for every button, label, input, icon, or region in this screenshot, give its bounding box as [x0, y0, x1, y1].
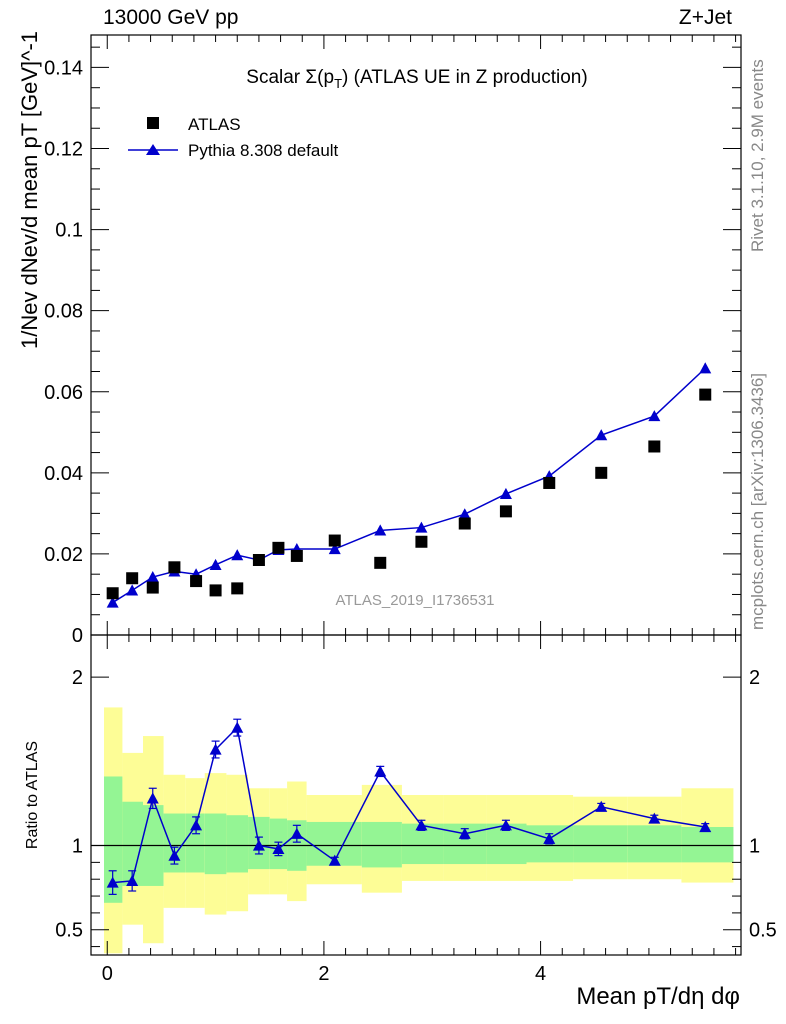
- chart-title: Scalar Σ(pT) (ATLAS UE in Z production): [246, 67, 587, 91]
- y-tick-label: 0.06: [44, 382, 83, 404]
- pythia-data-point: [106, 596, 119, 608]
- atlas-data-point: [272, 541, 285, 554]
- atlas-data-point: [374, 556, 387, 569]
- pythia-data-point: [415, 521, 428, 533]
- pythia-data-point: [209, 558, 222, 570]
- atlas-data-point: [699, 388, 712, 401]
- atlas-data-point: [252, 554, 265, 566]
- atlas-data-point: [209, 584, 222, 597]
- ratio-data-point: [458, 827, 471, 839]
- legend-label-atlas: ATLAS: [188, 115, 241, 134]
- ratio-data-point: [231, 721, 244, 733]
- ratio-data-point: [272, 842, 285, 854]
- pythia-data-point: [458, 508, 471, 520]
- pythia-data-point: [231, 549, 244, 561]
- pythia-data-point: [648, 410, 661, 422]
- header-right: Z+Jet: [678, 6, 732, 29]
- atlas-data-point: [415, 535, 428, 548]
- atlas-data-point: [543, 476, 556, 489]
- atlas-data-point: [595, 466, 608, 479]
- ratio-plot-frame: [90, 634, 742, 956]
- atlas-data-point: [328, 534, 341, 547]
- ratio-data-point: [209, 743, 222, 755]
- pythia-data-point: [328, 543, 341, 555]
- x-axis-label: Mean pT/dη dφ: [576, 983, 740, 1010]
- ratio-data-point: [252, 839, 265, 851]
- y-tick-label-right: 1: [749, 836, 760, 858]
- pythia-data-point: [126, 584, 139, 596]
- uncertainty-band-inner: [361, 821, 402, 868]
- analysis-watermark: ATLAS_2019_I1736531: [335, 592, 494, 609]
- atlas-data-point: [499, 505, 512, 518]
- ratio-data-point: [328, 854, 341, 866]
- main-y-axis-label: 1/Nev dNev/d mean pT [GeV]^-1: [17, 31, 42, 349]
- y-tick-label-right: 0.5: [749, 920, 777, 942]
- y-tick-label: 0.04: [44, 463, 83, 485]
- ratio-data-point: [290, 827, 303, 839]
- ratio-data-point: [190, 819, 203, 831]
- atlas-data-point: [231, 582, 244, 595]
- y-tick-label: 0.12: [44, 139, 83, 161]
- x-tick-label: 4: [535, 963, 546, 985]
- uncertainty-band-inner: [204, 813, 227, 875]
- y-tick-label: 0.14: [44, 57, 83, 79]
- ratio-y-axis-label: Ratio to ATLAS: [24, 741, 41, 849]
- atlas-data-point: [146, 581, 159, 594]
- atlas-data-point: [168, 561, 181, 574]
- ratio-data-point: [374, 765, 387, 777]
- atlas-data-point: [106, 587, 119, 600]
- uncertainty-band-inner: [627, 825, 682, 863]
- ratio-data-point: [499, 819, 512, 831]
- x-tick-label: 0: [102, 963, 113, 985]
- ratio-data-point: [648, 812, 661, 824]
- y-tick-label: 2: [72, 667, 83, 689]
- pythia-data-point: [499, 487, 512, 500]
- y-tick-label: 0.1: [55, 220, 83, 242]
- x-tick-label: 2: [318, 963, 329, 985]
- atlas-data-point: [290, 549, 303, 562]
- pythia-series-line: [112, 367, 706, 604]
- ratio-data-point: [415, 819, 428, 831]
- ratio-data-point: [699, 821, 712, 833]
- pythia-data-point: [374, 524, 387, 536]
- ratio-data-point: [543, 832, 556, 844]
- y-tick-label: 0.5: [55, 920, 83, 942]
- uncertainty-band-inner: [226, 815, 249, 873]
- header-left: 13000 GeV pp: [103, 6, 239, 29]
- pythia-data-point: [146, 571, 159, 583]
- uncertainty-band-inner: [681, 827, 734, 863]
- atlas-data-point: [190, 575, 203, 588]
- uncertainty-band-inner: [122, 801, 143, 886]
- y-tick-label: 0: [72, 625, 83, 647]
- y-tick-label: 0.02: [44, 544, 83, 566]
- atlas-data-point: [458, 517, 471, 530]
- atlas-data-point: [126, 572, 139, 585]
- uncertainty-band-inner: [163, 813, 186, 873]
- pythia-data-point: [699, 362, 712, 374]
- ratio-data-point: [146, 792, 159, 804]
- uncertainty-band-inner: [104, 776, 123, 903]
- y-tick-label: 1: [72, 836, 83, 858]
- ratio-data-point: [126, 874, 139, 886]
- legend-label-pythia: Pythia 8.308 default: [188, 141, 339, 160]
- ratio-data-point: [106, 876, 119, 888]
- y-tick-label: 0.08: [44, 301, 83, 323]
- legend-marker-atlas: [147, 117, 159, 129]
- uncertainty-band-inner: [573, 825, 628, 863]
- legend-marker-pythia: [146, 144, 160, 155]
- y-tick-label-right: 2: [749, 667, 760, 689]
- pythia-data-point: [595, 429, 608, 441]
- atlas-data-point: [648, 440, 661, 453]
- ratio-data-point: [595, 800, 608, 812]
- ratio-data-point: [168, 849, 181, 861]
